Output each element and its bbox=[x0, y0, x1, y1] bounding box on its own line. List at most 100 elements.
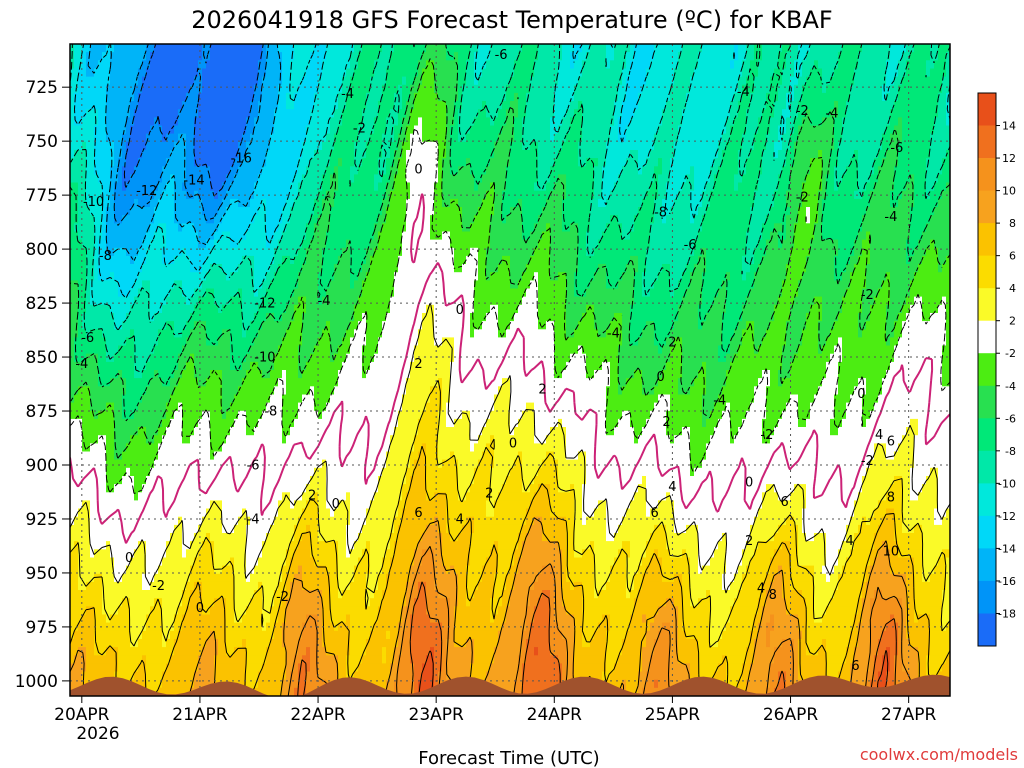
temperature-cell bbox=[318, 141, 323, 151]
temperature-cell bbox=[242, 223, 247, 233]
temperature-cell bbox=[74, 598, 79, 607]
temperature-cell bbox=[250, 313, 255, 322]
temperature-cell bbox=[250, 190, 255, 200]
temperature-cell bbox=[94, 435, 99, 444]
temperature-cell bbox=[118, 622, 123, 632]
temperature-cell bbox=[82, 370, 87, 379]
temperature-cell bbox=[266, 524, 271, 534]
temperature-cell bbox=[98, 655, 103, 664]
temperature-cell bbox=[78, 223, 83, 233]
temperature-cell bbox=[278, 402, 283, 412]
temperature-cell bbox=[218, 427, 223, 436]
temperature-cell bbox=[166, 418, 171, 428]
temperature-cell bbox=[266, 549, 271, 559]
temperature-cell bbox=[90, 541, 95, 550]
temperature-cell bbox=[282, 231, 287, 241]
temperature-cell bbox=[314, 533, 319, 542]
temperature-cell bbox=[238, 304, 243, 314]
temperature-cell bbox=[318, 321, 323, 330]
temperature-cell bbox=[262, 166, 267, 175]
temperature-cell bbox=[154, 321, 159, 330]
temperature-cell bbox=[222, 190, 227, 200]
temperature-cell bbox=[114, 150, 119, 159]
temperature-cell bbox=[182, 459, 187, 469]
temperature-cell bbox=[106, 101, 111, 110]
temperature-cell bbox=[238, 76, 243, 86]
temperature-cell bbox=[270, 533, 275, 542]
temperature-cell bbox=[126, 370, 131, 379]
temperature-cell bbox=[118, 655, 123, 664]
temperature-cell bbox=[270, 76, 275, 86]
temperature-cell bbox=[278, 492, 283, 501]
temperature-cell bbox=[106, 223, 111, 233]
temperature-cell bbox=[206, 614, 211, 624]
temperature-cell bbox=[210, 557, 215, 567]
temperature-cell bbox=[314, 353, 319, 363]
temperature-cell bbox=[230, 304, 235, 314]
temperature-cell bbox=[98, 101, 103, 110]
temperature-cell bbox=[134, 158, 139, 167]
temperature-cell bbox=[202, 524, 207, 534]
temperature-cell bbox=[146, 435, 151, 444]
temperature-cell bbox=[86, 255, 91, 265]
temperature-cell bbox=[174, 647, 179, 656]
temperature-cell bbox=[70, 296, 75, 306]
temperature-cell bbox=[202, 223, 207, 233]
temperature-cell bbox=[122, 321, 127, 330]
temperature-cell bbox=[218, 68, 223, 78]
temperature-cell bbox=[270, 150, 275, 159]
temperature-cell bbox=[134, 630, 139, 640]
temperature-cell bbox=[70, 378, 75, 387]
temperature-cell bbox=[174, 166, 179, 175]
temperature-cell bbox=[254, 158, 259, 167]
temperature-cell bbox=[258, 655, 263, 664]
temperature-cell bbox=[106, 321, 111, 330]
temperature-cell bbox=[194, 606, 199, 616]
temperature-cell bbox=[122, 427, 127, 436]
temperature-cell bbox=[198, 174, 203, 184]
temperature-cell bbox=[238, 207, 243, 216]
temperature-cell bbox=[242, 500, 247, 510]
temperature-cell bbox=[142, 84, 147, 94]
temperature-cell bbox=[190, 247, 195, 257]
temperature-cell bbox=[122, 223, 127, 233]
temperature-cell bbox=[262, 133, 267, 143]
temperature-cell bbox=[302, 451, 307, 461]
temperature-cell bbox=[186, 370, 191, 379]
temperature-cell bbox=[238, 280, 243, 290]
temperature-cell bbox=[274, 288, 279, 298]
temperature-cell bbox=[170, 174, 175, 184]
temperature-cell bbox=[202, 215, 207, 224]
temperature-cell bbox=[178, 345, 183, 355]
temperature-cell bbox=[278, 345, 283, 355]
temperature-cell bbox=[74, 606, 79, 616]
temperature-cell bbox=[298, 68, 303, 78]
temperature-cell bbox=[242, 68, 247, 78]
temperature-cell bbox=[110, 296, 115, 306]
temperature-cell bbox=[170, 476, 175, 485]
temperature-cell bbox=[198, 223, 203, 233]
temperature-cell bbox=[206, 459, 211, 469]
temperature-cell bbox=[170, 614, 175, 624]
temperature-cell bbox=[314, 361, 319, 371]
temperature-cell bbox=[238, 459, 243, 469]
temperature-cell bbox=[270, 223, 275, 233]
temperature-cell bbox=[174, 321, 179, 330]
temperature-cell bbox=[86, 174, 91, 184]
temperature-cell bbox=[118, 60, 123, 70]
temperature-cell bbox=[234, 182, 239, 192]
temperature-cell bbox=[314, 581, 319, 591]
temperature-cell bbox=[250, 92, 255, 102]
temperature-cell bbox=[202, 484, 207, 493]
temperature-cell bbox=[190, 516, 195, 526]
temperature-cell bbox=[210, 622, 215, 632]
temperature-cell bbox=[286, 247, 291, 257]
temperature-cell bbox=[70, 353, 75, 363]
temperature-cell bbox=[246, 476, 251, 485]
temperature-cell bbox=[234, 60, 239, 70]
temperature-cell bbox=[222, 581, 227, 591]
temperature-cell bbox=[242, 255, 247, 265]
temperature-cell bbox=[110, 68, 115, 78]
temperature-cell bbox=[170, 557, 175, 567]
temperature-cell bbox=[162, 92, 167, 102]
